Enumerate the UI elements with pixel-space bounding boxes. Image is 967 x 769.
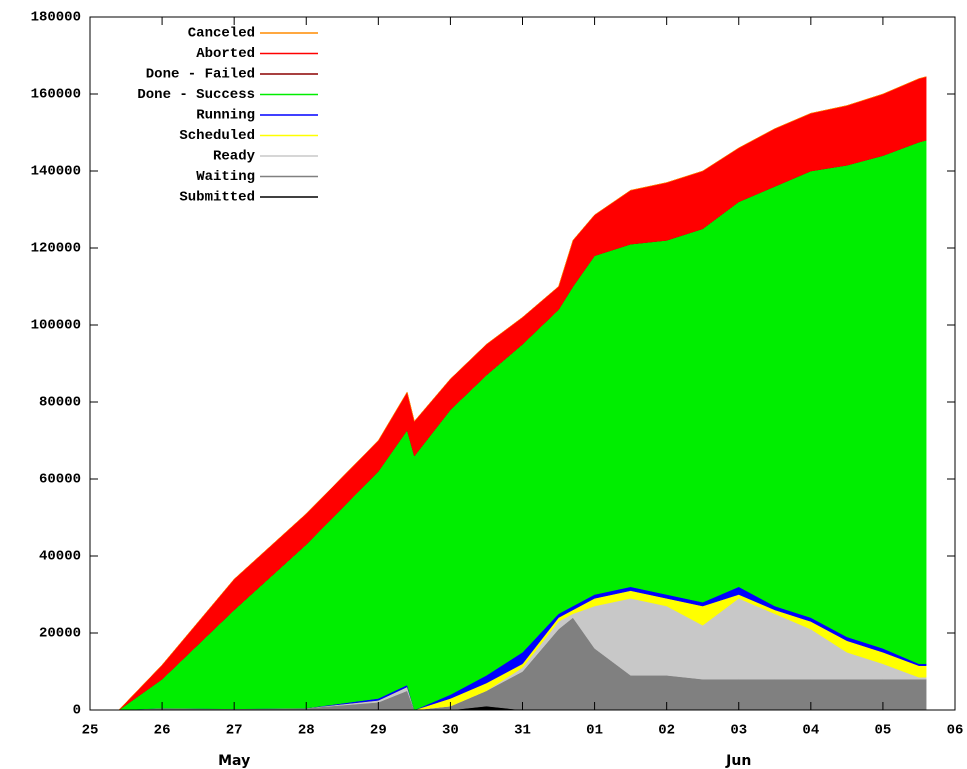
month-label: Jun	[725, 753, 751, 769]
x-tick-label: 05	[875, 723, 892, 739]
legend-label: Done - Failed	[146, 67, 255, 83]
legend-label: Waiting	[196, 169, 255, 185]
legend-label: Ready	[213, 149, 256, 165]
legend-label: Scheduled	[179, 128, 255, 144]
y-tick-label: 160000	[31, 87, 81, 103]
x-tick-label: 03	[730, 723, 747, 739]
x-tick-label: 02	[658, 723, 675, 739]
month-label: May	[218, 753, 250, 769]
x-tick-label: 30	[442, 723, 459, 739]
legend-label: Aborted	[196, 46, 255, 62]
y-tick-label: 100000	[31, 318, 81, 334]
x-tick-label: 04	[802, 723, 819, 739]
legend-label: Done - Success	[137, 87, 255, 103]
y-tick-label: 20000	[39, 626, 81, 642]
x-tick-label: 01	[586, 723, 603, 739]
y-tick-label: 60000	[39, 472, 81, 488]
y-tick-label: 140000	[31, 164, 81, 180]
y-tick-label: 40000	[39, 549, 81, 565]
x-tick-label: 25	[82, 723, 99, 739]
legend-label: Canceled	[188, 26, 255, 42]
y-tick-label: 0	[73, 703, 81, 719]
x-tick-label: 06	[947, 723, 964, 739]
y-tick-label: 180000	[31, 10, 81, 26]
x-tick-label: 29	[370, 723, 387, 739]
x-tick-label: 31	[514, 723, 531, 739]
x-tick-label: 28	[298, 723, 315, 739]
area	[118, 76, 927, 711]
y-tick-label: 120000	[31, 241, 81, 257]
x-tick-label: 26	[154, 723, 171, 739]
legend-label: Submitted	[179, 190, 255, 206]
y-tick-label: 80000	[39, 395, 81, 411]
legend-label: Running	[196, 108, 255, 124]
x-tick-label: 27	[226, 723, 243, 739]
